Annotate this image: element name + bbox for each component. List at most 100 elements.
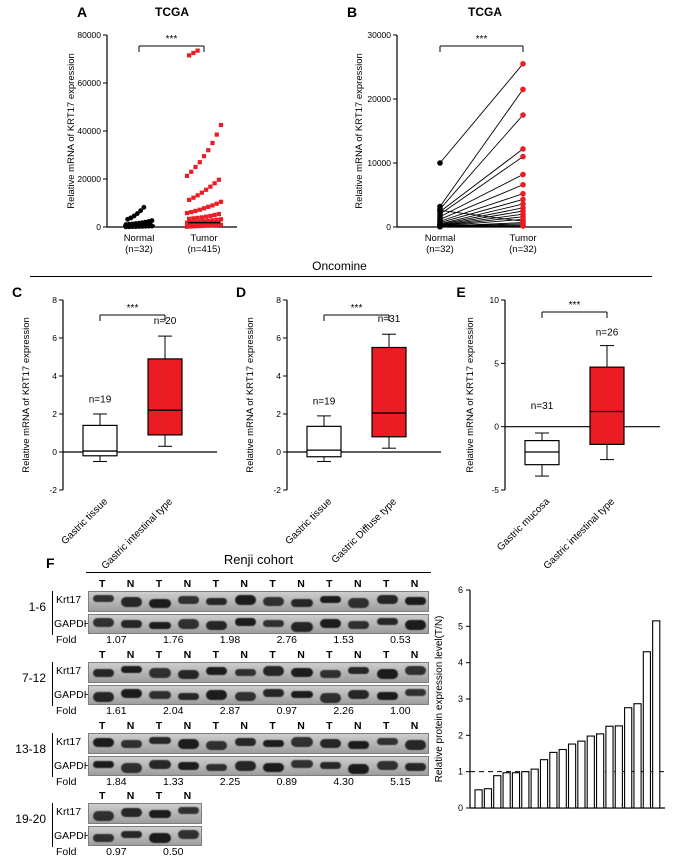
x-tick-label: Normal [124, 233, 155, 244]
chart-title: TCGA [155, 5, 189, 19]
y-tick-label: 6 [276, 333, 281, 343]
pair-line [439, 203, 524, 225]
tumor-data-point [520, 112, 526, 118]
tumor-data-point [204, 214, 209, 219]
lane-label: T [212, 578, 219, 590]
gapdh-row-label: GAPDH [54, 830, 92, 842]
protein-band [120, 689, 143, 698]
x-tick-label: (n=32) [426, 244, 454, 255]
fold-value: 1.61 [106, 705, 127, 717]
fold-row-label: Fold [56, 705, 77, 717]
tumor-data-point [197, 219, 202, 224]
tumor-data-point [208, 213, 213, 219]
protein-ratio-bar [614, 725, 623, 809]
y-axis-label: Relative mRNA of KRT17 expression [465, 317, 476, 473]
protein-ratio-bar [605, 725, 614, 809]
sig-stars: *** [127, 303, 139, 314]
krt17-blot-strip [88, 591, 429, 612]
lane-label: T [326, 578, 333, 590]
protein-band [234, 669, 256, 676]
x-tick-label: (n=32) [509, 244, 537, 255]
protein-band [206, 741, 228, 750]
protein-band [92, 595, 114, 602]
y-tick-label: 3 [458, 694, 463, 704]
n-label: n=31 [531, 401, 554, 412]
fold-value: 0.50 [162, 846, 184, 857]
tumor-data-point [520, 196, 526, 203]
tumor-data-point [187, 216, 192, 221]
y-axis-label: Relative protein expression level(T/N) [434, 616, 445, 783]
tumor-data-point [212, 181, 217, 186]
lane-label: T [326, 649, 333, 661]
sig-stars: *** [351, 303, 363, 314]
sig-stars: *** [166, 34, 178, 45]
tumor-data-point [193, 164, 198, 170]
pair-line [439, 63, 524, 164]
fold-value: 2.87 [219, 705, 241, 717]
protein-ratio-bar [493, 775, 502, 809]
n-label: n=31 [378, 314, 401, 325]
y-tick-label: 4 [52, 371, 57, 381]
lane-label: N [410, 720, 419, 732]
pair-line [439, 216, 524, 227]
tumor-data-point [206, 218, 211, 223]
tumor-data-point [193, 208, 198, 214]
blot-group-7-12: 7-12 Krt17 GAPDH Fold T N T N T N T N T N T N 1.61 2.04 2.… [0, 649, 679, 719]
protein-band [120, 620, 143, 628]
tumor-data-point [197, 207, 202, 212]
x-category-label: Gastric mucosa [495, 496, 552, 553]
panel-label: A [77, 4, 87, 20]
lane-label: N [126, 790, 135, 802]
protein-band [234, 692, 256, 701]
protein-band [92, 811, 114, 821]
tumor-data-point [520, 171, 526, 178]
lane-label: T [155, 578, 163, 590]
y-tick-label: 0 [96, 222, 101, 232]
protein-band [376, 692, 398, 700]
lane-label: T [155, 649, 163, 661]
tumor-data-point [208, 184, 213, 189]
y-tick-label: 0 [52, 447, 57, 457]
krt17-row-label: Krt17 [56, 736, 82, 748]
blot-group-id: 1-6 [28, 600, 46, 614]
lane-label: N [297, 649, 305, 661]
y-axis-label: Relative mRNA of KRT17 expression [21, 317, 32, 473]
tumor-data-point [520, 146, 526, 152]
tumor-data-point [206, 148, 211, 153]
protein-band [291, 760, 313, 768]
protein-band [206, 598, 228, 605]
box [589, 366, 625, 446]
lane-label: T [212, 649, 219, 661]
protein-band [92, 834, 114, 842]
y-tick-label: 2 [458, 730, 463, 740]
krt17-blot-strip [88, 662, 429, 683]
protein-band [234, 595, 256, 605]
protein-ratio-bar [539, 759, 549, 809]
protein-band [262, 666, 285, 676]
protein-ratio-bar [652, 620, 661, 809]
krt17-row-label: Krt17 [56, 665, 82, 677]
y-tick-label: 0 [494, 422, 499, 432]
tumor-data-point [520, 201, 526, 207]
panel-label: B [347, 4, 357, 20]
tumor-data-point [199, 215, 204, 220]
protein-band [291, 599, 313, 607]
box [147, 358, 183, 436]
lane-label: N [183, 649, 192, 661]
protein-band [262, 597, 285, 606]
gapdh-blot-strip [88, 685, 429, 705]
protein-ratio-bar [586, 735, 595, 809]
pair-line [439, 213, 524, 226]
protein-band [177, 670, 200, 679]
normal-data-point [149, 218, 155, 223]
protein-band [92, 692, 114, 702]
protein-band [404, 763, 427, 771]
gapdh-row-label: GAPDH [54, 689, 92, 701]
krt17-blot-strip [88, 733, 429, 754]
protein-band [319, 762, 342, 769]
lane-label: N [183, 578, 192, 590]
protein-ratio-bar [483, 788, 493, 809]
protein-band [206, 667, 228, 675]
tumor-data-point [214, 222, 219, 228]
